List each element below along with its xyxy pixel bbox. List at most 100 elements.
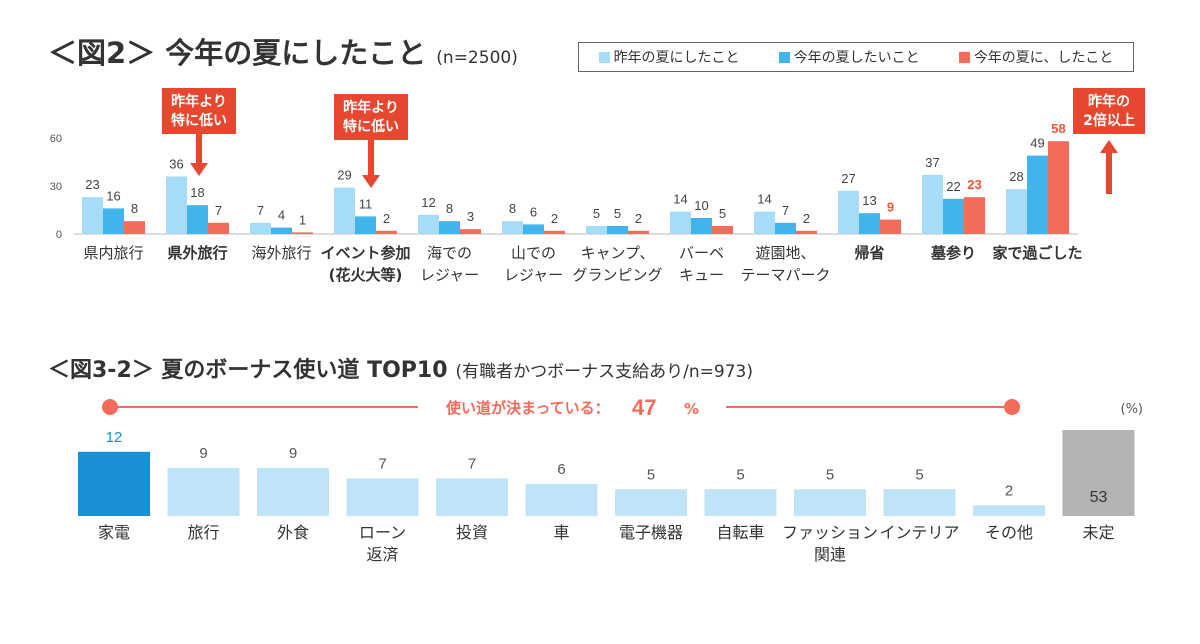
category-label: 未定: [1082, 523, 1114, 542]
category-label: バーベキュー: [679, 244, 724, 284]
bar-last-year: [838, 190, 859, 234]
legend-label: 昨年の夏にしたこと: [613, 50, 740, 66]
data-label: 53: [1090, 489, 1108, 506]
bar-want: [187, 205, 208, 234]
data-label: 10: [694, 198, 708, 213]
callout-text: 昨年より特に低い: [343, 99, 399, 135]
arrow-down-icon: [190, 163, 208, 176]
chart1-subtitle: (n=2500): [436, 48, 518, 68]
legend-item-did: 今年の夏に、したこと: [958, 47, 1114, 67]
banner-text: 使い道が決まっている：: [445, 399, 610, 417]
data-label: 23: [967, 177, 981, 192]
data-label: 5: [593, 206, 600, 221]
bar-want: [439, 221, 460, 234]
chart1-legend: 昨年の夏にしたこと 今年の夏したいこと 今年の夏に、したこと: [578, 42, 1134, 72]
category-label: 旅行: [187, 523, 219, 542]
y-tick-label: 30: [50, 181, 62, 193]
callout-text: 昨年より特に低い: [171, 93, 227, 129]
category-label: キャンプ、グランピング: [572, 244, 662, 284]
bar-last-year: [502, 221, 523, 234]
bar-last-year: [1006, 189, 1027, 234]
category-label: その他: [985, 523, 1033, 542]
data-label: 7: [257, 203, 264, 218]
data-label: 29: [337, 168, 351, 183]
data-label: 7: [468, 456, 476, 473]
data-label: 7: [215, 203, 222, 218]
category-label: インテリア: [879, 523, 959, 542]
category-label: 墓参り: [930, 244, 976, 262]
bar: [704, 489, 777, 516]
legend-label: 今年の夏に、したこと: [973, 50, 1114, 66]
bar-last-year: [418, 214, 439, 234]
category-label: 帰省: [854, 244, 884, 262]
bar-did: [376, 230, 397, 234]
arrow-down-icon: [362, 175, 380, 188]
category-label: 海外旅行: [251, 244, 311, 262]
category-label: ファッション関連: [782, 523, 878, 564]
bar: [794, 489, 866, 516]
bar-did: [964, 197, 985, 234]
legend-swatch: [778, 51, 790, 63]
category-label: 山でのレジャー: [504, 244, 563, 284]
data-label: 12: [106, 429, 123, 446]
banner-unit: %: [684, 400, 699, 418]
category-label: 家電: [98, 523, 130, 542]
category-label: 県外旅行: [167, 244, 227, 262]
arrow-shaft: [1106, 152, 1112, 194]
data-label: 58: [1051, 121, 1065, 136]
bar-want: [943, 198, 964, 234]
bar-last-year: [250, 222, 271, 234]
data-label: 14: [757, 192, 771, 207]
data-label: 11: [359, 196, 373, 211]
data-label: 9: [199, 445, 207, 462]
bar-want: [523, 224, 544, 234]
data-label: 8: [131, 201, 138, 216]
category-label: 電子機器: [619, 523, 683, 542]
bar-undecided: [1062, 430, 1135, 516]
bar: [167, 467, 240, 516]
bar-did: [460, 229, 481, 234]
data-label: 2: [635, 211, 642, 226]
category-label: イベント参加(花火大等): [320, 244, 410, 284]
bar-last-year: [586, 226, 607, 234]
bar-did: [544, 230, 565, 234]
data-label: 12: [421, 195, 435, 210]
bar-want: [775, 222, 796, 234]
category-label: 県内旅行: [83, 244, 143, 262]
arrow-shaft: [368, 140, 374, 176]
category-label: 投資: [456, 523, 488, 542]
data-label: 5: [614, 206, 621, 221]
data-label: 8: [446, 201, 453, 216]
bar-want: [859, 213, 880, 234]
arrow-up-icon: [1100, 140, 1118, 153]
data-label: 5: [736, 466, 744, 483]
data-label: 7: [378, 456, 386, 473]
bar-did: [628, 230, 649, 234]
category-label: 車: [553, 523, 569, 542]
data-label: 5: [826, 466, 834, 483]
category-label: ローン返済: [359, 523, 406, 564]
data-label: 6: [530, 204, 537, 219]
chart2-subtitle: (有職者かつボーナス支給あり/n=973): [455, 362, 753, 382]
bar: [436, 478, 508, 516]
legend-label: 今年の夏したいこと: [793, 50, 920, 66]
category-label: 自転車: [716, 523, 764, 542]
chart1-title: ＜図2＞ 今年の夏にしたこと (n=2500): [48, 30, 518, 72]
data-label: 5: [647, 466, 655, 483]
bar: [78, 451, 150, 516]
bar-did: [1048, 141, 1069, 234]
bar-want: [607, 226, 628, 234]
data-label: 37: [925, 155, 939, 170]
data-label: 14: [673, 192, 687, 207]
data-label: 22: [946, 179, 960, 194]
y-tick-label: 0: [56, 229, 62, 241]
bar: [615, 489, 687, 516]
bar-did: [796, 230, 817, 234]
unit-label: (%): [1121, 402, 1144, 417]
chart2-title: ＜図3-2＞ 夏のボーナス使い道 TOP10 (有職者かつボーナス支給あり/n=9…: [48, 352, 753, 384]
bar-did: [124, 221, 145, 234]
bar-want: [355, 216, 376, 234]
data-label: 28: [1009, 169, 1023, 184]
category-label: 外食: [277, 523, 309, 542]
